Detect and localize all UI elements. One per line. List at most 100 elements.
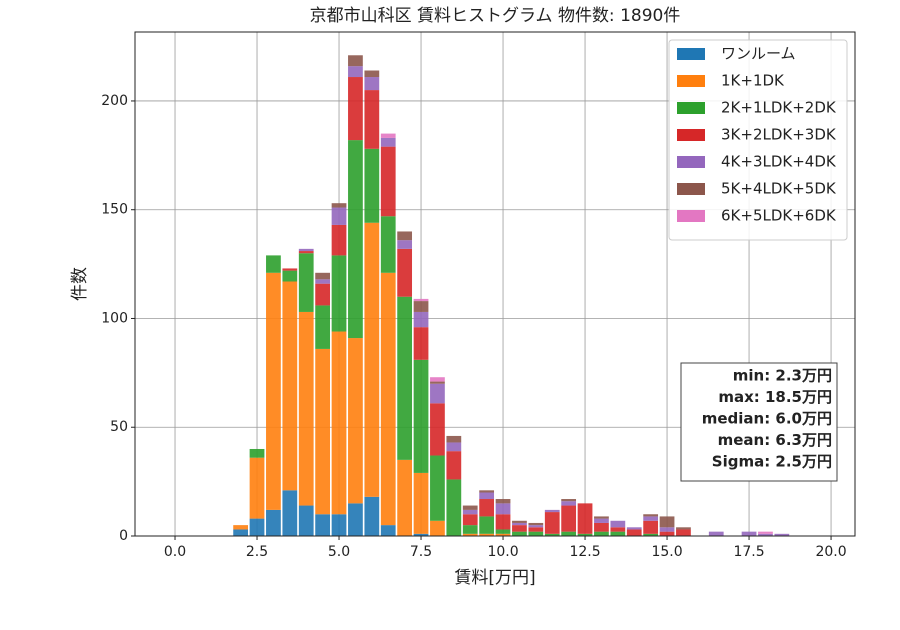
x-tick-label: 10.0 [487,544,518,560]
bar-segment [495,529,511,534]
chart-title: 京都市山科区 賃料ヒストグラム 物件数: 1890件 [310,6,681,26]
bar-segment [495,499,511,504]
legend-swatch [677,156,705,168]
x-tick-label: 20.0 [815,544,846,560]
stats-line: mean: 6.3万円 [718,431,832,449]
bar-segment [282,268,298,271]
bar-segment [315,514,331,536]
bar-segment [348,503,363,536]
bar-segment [479,516,495,534]
bar-segment [561,501,577,506]
y-tick-label: 0 [119,528,128,544]
bar-segment [266,272,281,510]
bar-segment [249,448,265,458]
bar-segment [462,525,478,534]
x-tick-label: 7.5 [410,544,432,560]
bar-segment [380,525,396,536]
bar-segment [298,251,314,254]
bar-segment [446,442,462,452]
legend-box [668,39,848,241]
bar-segment [708,531,724,536]
bar-segment [413,533,429,536]
bar-segment [528,531,544,536]
legend-label: 3K+2LDK+3DK [721,126,837,144]
bar-segment [298,248,314,252]
bar-segment [298,253,314,312]
bar-segment [594,522,609,532]
bar-segment [380,133,396,138]
bar-segment [298,505,314,536]
bar-segment [413,327,429,360]
bar-segment [430,520,445,536]
legend-label: 6K+5LDK+6DK [721,207,837,225]
bar-segment [397,240,413,249]
bar-segment [364,496,380,536]
bar-segment [315,279,331,284]
bar-segment [758,533,773,536]
bar-segment [512,531,527,536]
bar-segment [364,77,380,91]
bar-segment [380,272,396,526]
y-tick-label: 100 [101,310,128,326]
stats-line: max: 18.5万円 [718,388,832,406]
bar-segment [610,520,626,528]
legend-swatch [677,129,705,141]
x-axis-label: 賃料[万円] [454,568,535,588]
bar-segment [594,531,609,536]
bar-segment [233,525,249,530]
bar-segment [348,66,363,78]
bar-segment [643,514,659,517]
legend-label: ワンルーム [721,45,796,63]
bar-segment [315,305,331,349]
bar-segment [561,499,577,502]
bar-segment [348,338,363,504]
bar-segment [233,529,249,536]
bar-segment [380,146,396,217]
bar-segment [626,527,642,530]
legend-label: 5K+4LDK+5DK [721,180,837,198]
plot-frame [134,31,856,537]
bar-segment [331,331,347,515]
bar-segment [495,514,511,530]
bar-segment [544,533,560,536]
stats-line: Sigma: 2.5万円 [712,453,832,471]
bar-segment [561,531,577,536]
bar-segment [331,224,347,256]
bar-segment [430,377,445,382]
bar-segment [380,216,396,273]
bar-segment [266,255,281,273]
bar-segment [479,492,495,500]
bar-segment [397,459,413,536]
bar-segment [528,525,544,528]
bar-segment [741,531,757,536]
bar-segment [528,522,544,526]
bar-segment [315,272,331,280]
bar-segment [413,472,429,534]
bar-segment [594,516,609,519]
bar-segment [512,520,527,523]
bar-segment [758,531,773,534]
bar-segment [364,70,380,78]
bar-segment [643,520,659,534]
legend-swatch [677,48,705,60]
legend-swatch [677,102,705,114]
bar-segment [315,283,331,306]
bar-segment [397,231,413,241]
x-tick-label: 0.0 [164,544,186,560]
bar-segment [249,518,265,536]
bar-segment [397,296,413,460]
bar-segment [479,490,495,493]
bar-segment [462,514,478,526]
bar-segment [512,522,527,526]
bar-segment [577,503,593,534]
bar-segment [528,527,544,532]
bar-segment [610,527,626,532]
bar-segment [495,503,511,515]
legend-swatch [677,183,705,195]
bar-segment [364,148,380,223]
bar-segment [659,527,675,532]
bar-segment [610,531,626,536]
y-axis-label: 件数 [70,267,90,301]
bar-segment [561,505,577,532]
